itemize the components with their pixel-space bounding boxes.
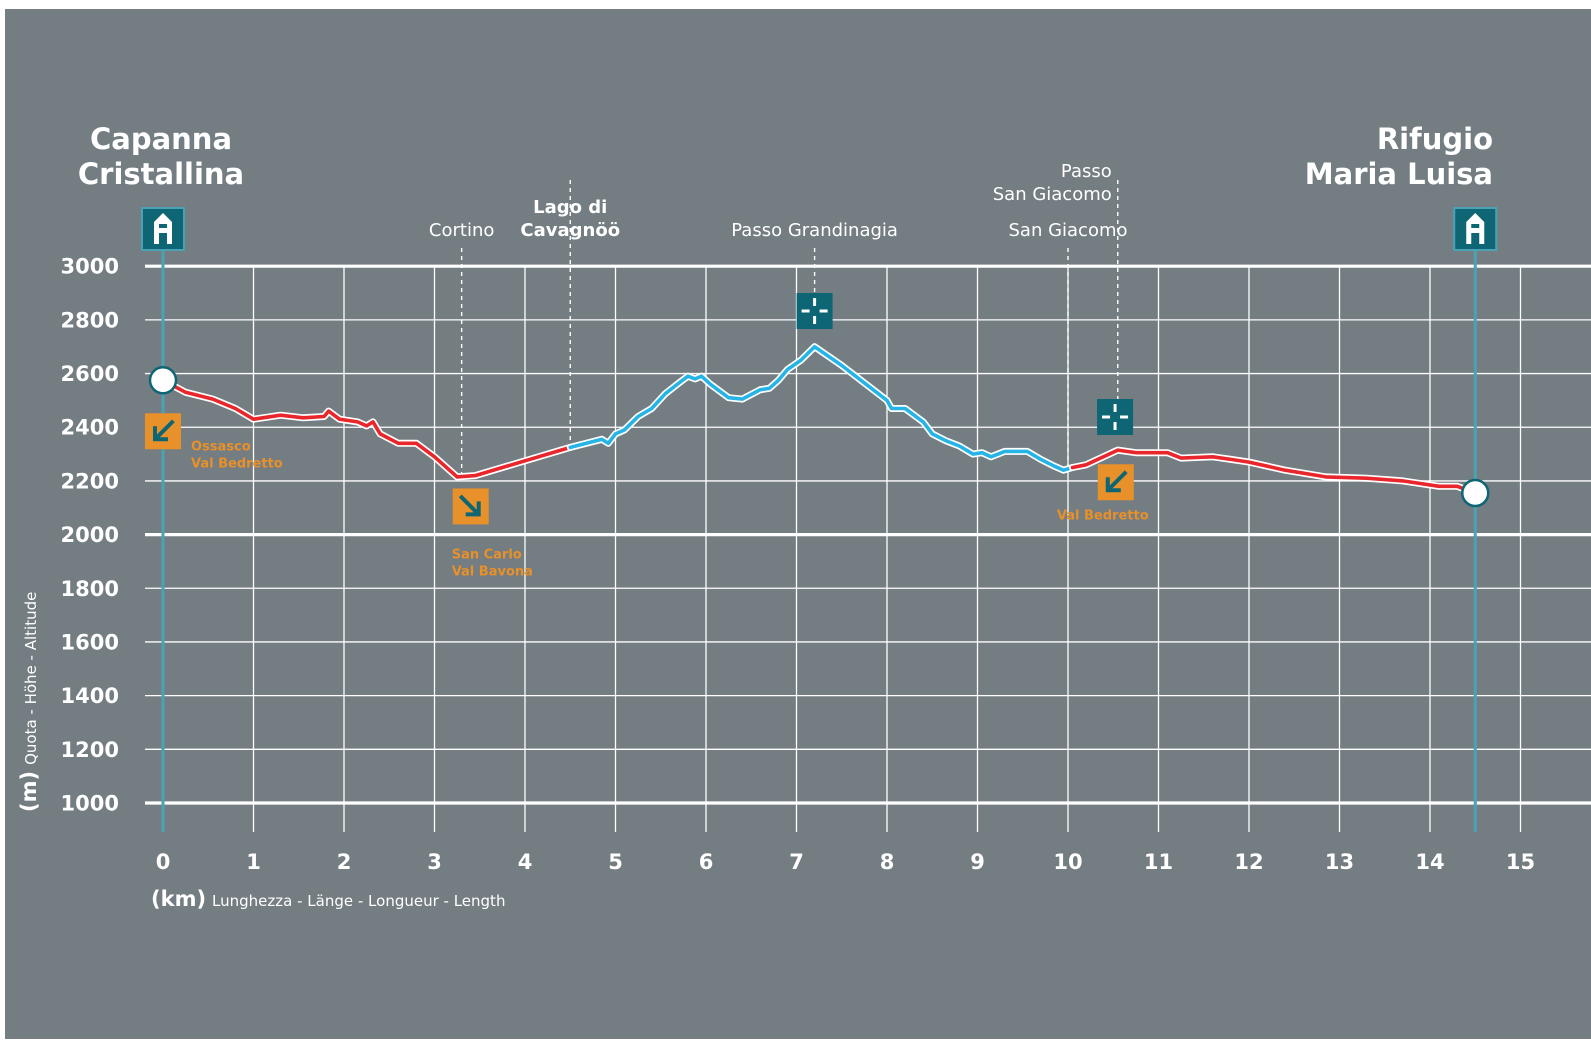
x-tick-label: 1 [246, 850, 261, 874]
exit-icon-arrow [1105, 470, 1128, 493]
alpine-route-line [161, 378, 573, 479]
y-tick-label: 2000 [61, 523, 119, 547]
hut-icon-shape [154, 213, 172, 244]
waypoint-circle-icon [148, 366, 178, 395]
x-tick-label: 15 [1506, 850, 1535, 874]
high-alpine-route-line [568, 344, 1075, 472]
x-tick-label: 12 [1234, 850, 1263, 874]
exit-label: San Carlo [452, 547, 522, 562]
hut-icon-window [159, 224, 167, 228]
x-tick-label: 9 [970, 850, 985, 874]
hut-icon [141, 207, 185, 251]
poi-label: Cavagnöö [520, 220, 620, 241]
pass-crosshair-icon [796, 293, 833, 329]
poi-label: Lago di [533, 197, 607, 218]
poi-label: San Giacomo [993, 184, 1112, 205]
start-title: Capanna [90, 122, 232, 156]
poi-label: Cortino [429, 220, 494, 241]
y-tick-label: 1800 [61, 577, 119, 601]
x-tick-label: 2 [337, 850, 352, 874]
hut-icon [1453, 207, 1498, 251]
exit-arrow-icon [452, 488, 489, 525]
y-tick-label: 2400 [61, 416, 119, 440]
y-axis-label: (m) Quota - Höhe - Altitude [17, 592, 41, 812]
alpine-route-line [1070, 448, 1478, 495]
hut-icon-shape [1466, 213, 1485, 244]
x-axis-label: (km) Lunghezza - Länge - Longueur - Lengt… [151, 887, 505, 911]
x-axis-desc: Lunghezza - Länge - Longueur - Length [212, 892, 505, 910]
exit-arrow-icon [1097, 464, 1134, 501]
waypoint-circle-icon [1461, 478, 1490, 508]
end-title: Rifugio [1377, 122, 1493, 156]
exit-arrow-icon [145, 413, 181, 450]
exit-label: Val Bavona [452, 564, 533, 579]
end-title: Maria Luisa [1305, 157, 1493, 191]
exit-icon-arrow [458, 494, 481, 517]
y-axis-unit: (m) [17, 771, 41, 812]
exit-label: Val Bedretto [191, 456, 283, 471]
start-title: Cristallina [78, 157, 244, 191]
y-axis-desc: Quota - Höhe - Altitude [22, 592, 40, 765]
y-tick-label: 3000 [61, 255, 119, 279]
y-tick-label: 1200 [61, 738, 119, 762]
x-tick-label: 3 [427, 850, 442, 874]
x-tick-label: 5 [608, 850, 623, 874]
y-tick-label: 2600 [61, 362, 119, 386]
pass-crosshair-icon [1097, 399, 1134, 435]
x-tick-label: 8 [880, 850, 895, 874]
pass-icon-cross [801, 298, 828, 324]
x-tick-label: 6 [699, 850, 714, 874]
y-tick-label: 1000 [61, 792, 119, 816]
x-tick-label: 13 [1325, 850, 1354, 874]
x-tick-label: 14 [1415, 850, 1444, 874]
y-tick-label: 1400 [61, 684, 119, 708]
x-tick-label: 0 [156, 850, 171, 874]
hut-icon-window [1471, 224, 1480, 228]
exit-label: Val Bedretto [1057, 508, 1149, 523]
exit-icon-arrow [153, 419, 175, 442]
grid [145, 248, 1591, 832]
chart-background [5, 9, 1591, 1039]
x-tick-label: 10 [1053, 850, 1082, 874]
y-tick-label: 2800 [61, 308, 119, 332]
y-tick-label: 1600 [61, 630, 119, 654]
pass-icon-cross [1102, 404, 1129, 430]
route-series [159, 343, 1479, 497]
x-tick-label: 7 [789, 850, 804, 874]
markers [141, 207, 1498, 525]
poi-label: San Giacomo [1008, 220, 1127, 241]
exit-label: Ossasco [191, 439, 251, 454]
poi-label: Passo [1061, 161, 1112, 182]
points-of-interest [460, 180, 1119, 475]
poi-label: Passo Grandinagia [731, 220, 898, 241]
y-tick-label: 2200 [61, 469, 119, 493]
x-tick-label: 11 [1144, 850, 1173, 874]
x-tick-label: 4 [518, 850, 533, 874]
x-axis-unit: (km) [151, 887, 206, 911]
labels: 1000 1200 1400 1600 1800 2000 2200 2400 2600 2800… [17, 122, 1535, 911]
